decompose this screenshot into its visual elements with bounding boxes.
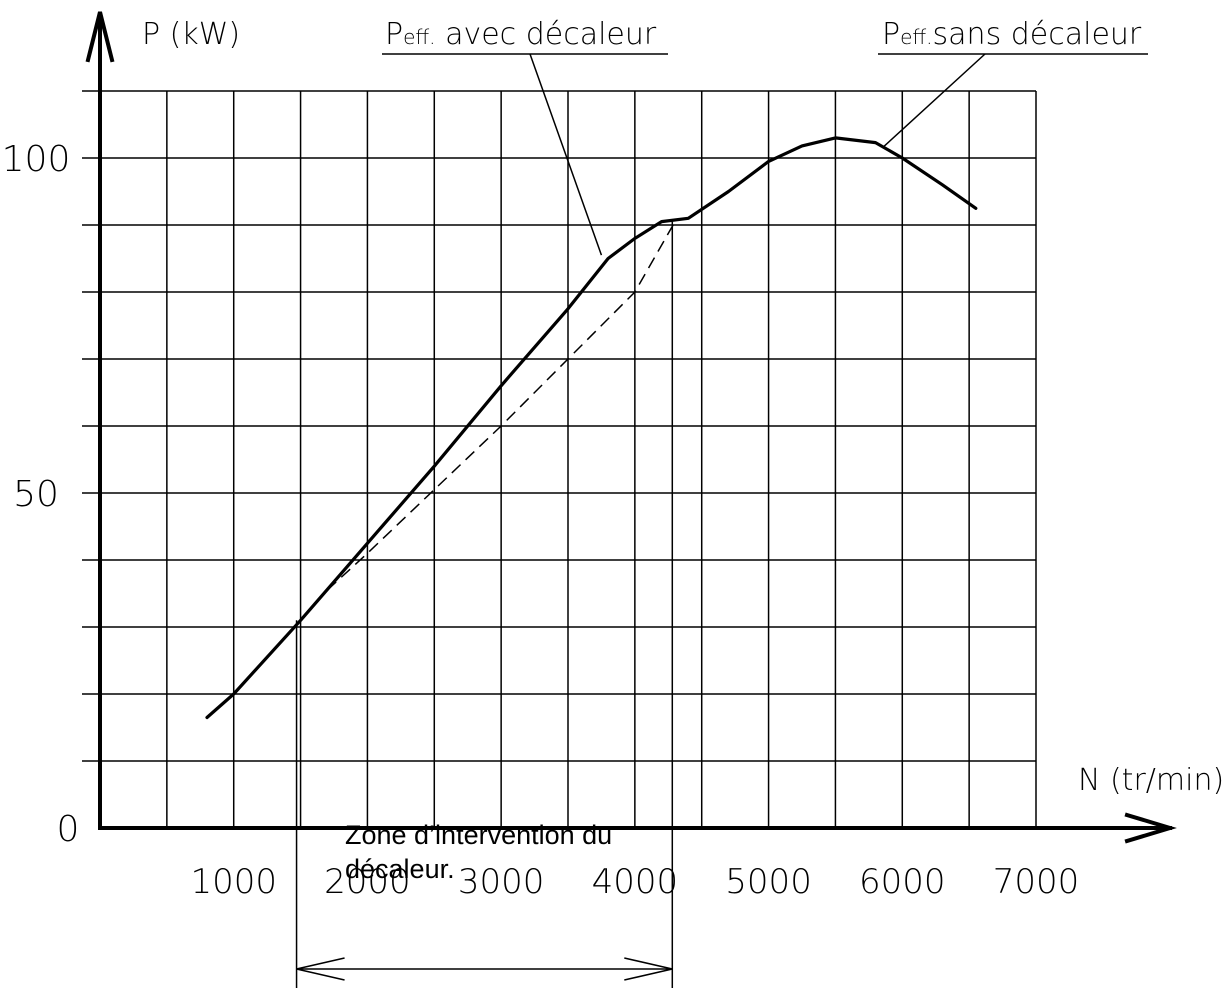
- tick-labels: 1000 2000 3000 4000 5000 6000 7000 100 50 0: [2, 139, 1080, 902]
- series-annotation-label: Peff. avec décaleur: [385, 17, 657, 52]
- x-tick-label: 5000: [725, 862, 812, 902]
- x-tick-label: 1000: [190, 862, 277, 902]
- series: [205, 136, 978, 720]
- zone-label-line2: décaleur.: [345, 854, 455, 884]
- y-tick-label: 100: [2, 139, 71, 180]
- annotations: Peff. avec décaleur Peff.sans décaleur: [382, 17, 1148, 256]
- axes: [85, 11, 1177, 844]
- y-axis-arrow-icon: [85, 11, 115, 63]
- y-axis-label: P (kW): [142, 17, 240, 52]
- series-line-avec-decaleur: [205, 136, 978, 720]
- x-tick-label: 6000: [859, 862, 946, 902]
- x-axis-label: N (tr/min): [1078, 763, 1224, 798]
- annotation-leader-line: [881, 53, 986, 149]
- zone-arrow-left-icon: [296, 957, 345, 981]
- zone-label-line1: Zone d’intervention du: [345, 820, 612, 850]
- y-tick-label: 0: [57, 809, 80, 850]
- series-line-sans-decaleur: [326, 221, 676, 591]
- x-tick-label: 7000: [993, 862, 1080, 902]
- x-tick-label: 4000: [592, 862, 679, 902]
- grid: [82, 90, 1037, 828]
- decaleur-zone: Zone d’intervention du décaleur.: [295, 221, 674, 988]
- x-axis-arrow-icon: [1124, 812, 1177, 844]
- x-tick-label: 3000: [458, 862, 545, 902]
- series-annotation-label: Peff.sans décaleur: [882, 17, 1142, 52]
- zone-arrow-right-icon: [624, 957, 673, 981]
- y-tick-label: 50: [13, 474, 59, 515]
- annotation-leader-line: [529, 53, 603, 256]
- x-tick-label: 2000: [324, 862, 411, 902]
